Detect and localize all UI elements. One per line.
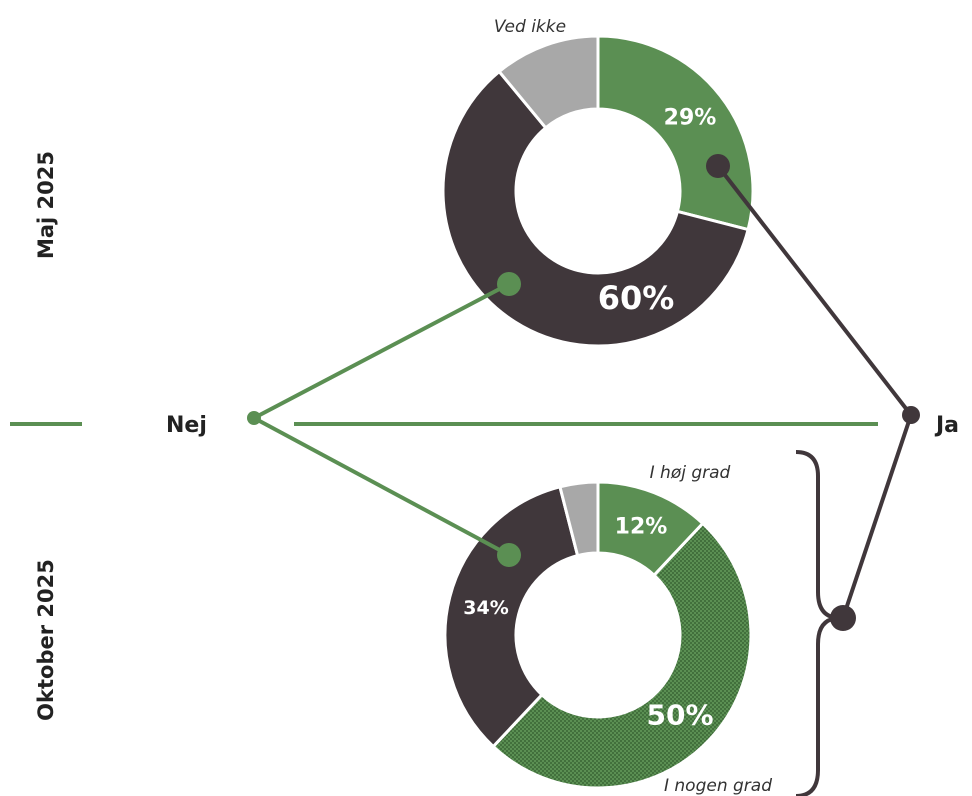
slice-label-nej: 34% — [463, 597, 508, 619]
slice-i_nogen_grad — [491, 521, 753, 790]
slice-label-nej: 60% — [598, 279, 675, 317]
annotation-i-hoj-grad: I høj grad — [650, 463, 731, 483]
period-label-oktober-2025: Oktober 2025 — [34, 559, 58, 721]
connector-nej-node — [247, 411, 261, 425]
donut-oktober-2025: 12% 50% 34% — [443, 480, 753, 790]
connector-nej-top — [253, 282, 510, 420]
connector-ja — [706, 154, 920, 796]
connector-ja-dot-top — [706, 154, 730, 178]
axis-label-ja: Ja — [934, 413, 959, 438]
connector-ja-bottom — [841, 414, 913, 619]
period-label-maj-2025: Maj 2025 — [34, 151, 58, 259]
connector-nej-bottom — [253, 416, 510, 557]
connector-ja-node — [902, 406, 920, 424]
connector-nej — [247, 272, 521, 567]
connector-nej-dot-bottom — [497, 543, 521, 567]
slice-nej — [441, 69, 750, 348]
annotation-i-nogen-grad: I nogen grad — [664, 776, 772, 796]
slice-label-ja: 29% — [664, 106, 717, 131]
connector-ja-dot-bottom — [830, 605, 856, 631]
slice-nej — [443, 484, 580, 749]
slice-label-i_nogen_grad: 50% — [646, 699, 713, 732]
slice-ved_ikke — [497, 34, 600, 130]
slice-label-i_hoj_grad: 12% — [615, 515, 668, 540]
annotation-ved-ikke: Ved ikke — [494, 17, 566, 37]
connector-ja-top — [716, 164, 913, 417]
slice-ja — [596, 34, 755, 232]
connector-nej-dot-top — [497, 272, 521, 296]
slice-ved_ikke — [558, 480, 600, 558]
axis-label-nej: Nej — [166, 413, 207, 438]
donut-maj-2025: 29% 60% — [441, 34, 755, 348]
ja-curly-brace — [795, 450, 841, 796]
